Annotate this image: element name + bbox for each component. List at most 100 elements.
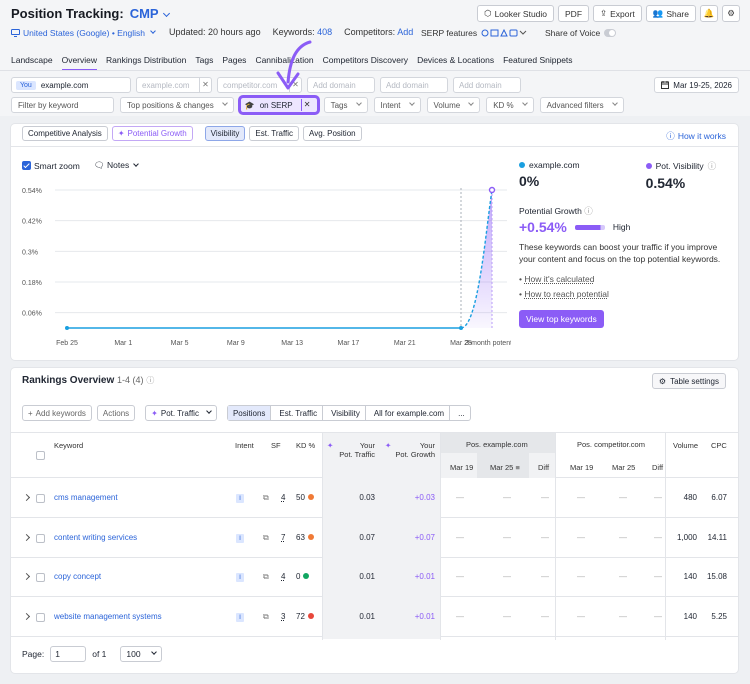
- view-all-domain[interactable]: All for example.com: [369, 406, 451, 420]
- top-positions-dropdown[interactable]: Top positions & changes: [120, 97, 234, 113]
- col-diff-b[interactable]: Diff: [652, 463, 664, 472]
- col-cpc[interactable]: CPC: [711, 441, 727, 450]
- share-button[interactable]: 👥 Share: [645, 5, 696, 22]
- table-row[interactable]: content writing services I ⧉ 7 63 0.07 +0.07 — —…: [11, 518, 738, 558]
- tab-pages[interactable]: Pages: [222, 55, 247, 65]
- table-row[interactable]: copy concept I ⧉ 4 0 0.01 +0.01 — — — — — — 140 15.08: [11, 558, 738, 597]
- add-domain-field-2[interactable]: Add domain: [380, 77, 448, 93]
- keyword-link[interactable]: copy concept: [54, 572, 102, 581]
- remove-icon[interactable]: ✕: [199, 78, 211, 92]
- settings-button[interactable]: ⚙: [722, 5, 740, 22]
- location-selector[interactable]: United States (Google) • English: [11, 28, 156, 38]
- tab-tags[interactable]: Tags: [195, 55, 214, 65]
- actions-button[interactable]: Actions: [96, 405, 136, 421]
- tab-competitors-discovery[interactable]: Competitors Discovery: [322, 55, 409, 65]
- help-link-1[interactable]: • How it's calculated: [519, 274, 595, 284]
- tab-featured-snippets[interactable]: Featured Snippets: [503, 55, 573, 65]
- add-competitor-link[interactable]: Add: [397, 27, 414, 37]
- advanced-filters-dropdown[interactable]: Advanced filters: [539, 97, 624, 113]
- view-more[interactable]: ...: [458, 408, 465, 418]
- col-mar25-a[interactable]: Mar 25 ≡: [490, 463, 520, 472]
- keywords-count-link[interactable]: 408: [317, 27, 333, 37]
- table-row[interactable]: cms management I ⧉ 4 50 0.03 +0.03 — — — — — — 480 6.0…: [11, 479, 738, 518]
- col-mar19-b[interactable]: Mar 19: [570, 463, 594, 472]
- remove-filter-icon[interactable]: ✕: [300, 99, 313, 111]
- col-volume[interactable]: Volume: [673, 441, 699, 450]
- info-icon[interactable]: ⓘ: [584, 206, 593, 216]
- info-icon[interactable]: ⓘ: [707, 161, 717, 171]
- view-est-traffic[interactable]: Est. Traffic: [274, 406, 324, 420]
- sf-count[interactable]: 3: [281, 611, 286, 621]
- pot-traffic-dropdown[interactable]: ✦ Pot. Traffic: [145, 405, 217, 421]
- tags-dropdown[interactable]: Tags: [323, 97, 368, 113]
- share-of-voice-toggle[interactable]: Share of Voice: [545, 28, 617, 38]
- header-checkbox[interactable]: [36, 451, 45, 460]
- col-intent[interactable]: Intent: [235, 441, 254, 450]
- col-kd[interactable]: KD %: [296, 441, 316, 450]
- info-icon[interactable]: ⓘ: [146, 376, 155, 385]
- expand-row-icon[interactable]: [22, 533, 31, 541]
- expand-row-icon[interactable]: [22, 493, 31, 502]
- row-checkbox[interactable]: [36, 494, 45, 503]
- tab-avg-position[interactable]: Avg. Position: [303, 126, 362, 141]
- tab-competitive-analysis[interactable]: Competitive Analysis: [22, 126, 108, 141]
- tab-rankings-distribution[interactable]: Rankings Distribution: [106, 55, 187, 65]
- intent-dropdown[interactable]: Intent: [373, 97, 421, 113]
- col-mar19-a[interactable]: Mar 19: [450, 463, 474, 472]
- your-domain-field[interactable]: You example.com: [11, 77, 131, 93]
- serp-features-selector[interactable]: SERP features: [421, 28, 527, 38]
- keyword-link[interactable]: website management systems: [54, 611, 162, 621]
- sf-count[interactable]: 7: [281, 532, 286, 542]
- tab-overview[interactable]: Overview: [61, 55, 98, 71]
- pot-traffic-label: Pot. Traffic: [160, 408, 199, 418]
- export-button[interactable]: ⇪ Export: [593, 5, 642, 22]
- view-positions[interactable]: Positions: [227, 406, 272, 420]
- add-domain-field-1[interactable]: Add domain: [307, 77, 375, 93]
- row-checkbox[interactable]: [36, 612, 45, 622]
- col-keyword[interactable]: Keyword: [54, 441, 84, 450]
- table-settings-button[interactable]: ⚙ Table settings: [651, 373, 726, 389]
- page-input[interactable]: 1: [50, 646, 87, 662]
- expand-row-icon[interactable]: [22, 572, 31, 581]
- competitor-field-1[interactable]: example.com ✕: [136, 77, 212, 93]
- expand-row-icon[interactable]: [22, 612, 31, 620]
- add-domain-field-3[interactable]: Add domain: [453, 77, 521, 93]
- tab-landscape[interactable]: Landscape: [11, 55, 53, 65]
- keyword-filter-input[interactable]: Filter by keyword: [11, 97, 114, 113]
- sf-count[interactable]: 4: [281, 572, 286, 581]
- project-selector[interactable]: CMP: [130, 6, 170, 21]
- row-checkbox[interactable]: [36, 533, 45, 543]
- date-range-button[interactable]: Mar 19-25, 2026: [654, 77, 739, 93]
- col-sf[interactable]: SF: [271, 441, 281, 450]
- volume-dropdown[interactable]: Volume: [426, 97, 481, 113]
- col-pot-traffic[interactable]: ✦ Your Pot. Traffic: [327, 441, 375, 459]
- tab-potential-growth[interactable]: ✦ Potential Growth: [111, 126, 193, 141]
- sf-count[interactable]: 4: [281, 493, 286, 502]
- per-page-select[interactable]: 100: [120, 646, 162, 662]
- col-diff-a[interactable]: Diff: [538, 463, 550, 472]
- tab-cannibalization[interactable]: Cannibalization: [255, 55, 314, 65]
- tab-visibility[interactable]: Visibility: [204, 126, 246, 141]
- view-top-keywords-button[interactable]: View top keywords: [519, 310, 604, 328]
- serp-filter-chip[interactable]: 🎓 on SERP ✕: [237, 95, 320, 115]
- table-row[interactable]: website management systems I ⧉ 3 72 0.01 +0.01…: [11, 597, 738, 637]
- help-link-2[interactable]: • How to reach potential: [519, 289, 609, 299]
- tab-devices-locations[interactable]: Devices & Locations: [417, 55, 495, 65]
- smart-zoom-checkbox[interactable]: Smart zoom: [22, 160, 80, 171]
- toggle-switch[interactable]: [604, 29, 617, 37]
- view-visibility[interactable]: Visibility: [326, 406, 366, 420]
- row-checkbox[interactable]: [36, 573, 45, 582]
- keyword-link[interactable]: cms management: [54, 493, 118, 502]
- looker-studio-button[interactable]: ⬡ Looker Studio: [477, 5, 555, 22]
- how-it-works-link[interactable]: ⓘ How it works: [666, 130, 726, 142]
- pdf-button[interactable]: PDF: [558, 5, 590, 22]
- notes-dropdown[interactable]: 🗨 Notes: [94, 160, 140, 171]
- kd-dropdown[interactable]: KD %: [486, 97, 534, 113]
- col-mar25-b[interactable]: Mar 25: [612, 463, 636, 472]
- tab-est-traffic[interactable]: Est. Traffic: [249, 126, 300, 141]
- keyword-link[interactable]: content writing services: [54, 532, 138, 542]
- notifications-button[interactable]: 🔔: [700, 5, 718, 22]
- col-pot-growth[interactable]: ✦ Your Pot. Growth: [385, 441, 435, 459]
- add-keywords-button[interactable]: + Add keywords: [22, 405, 92, 421]
- series-point-potential: [488, 186, 496, 194]
